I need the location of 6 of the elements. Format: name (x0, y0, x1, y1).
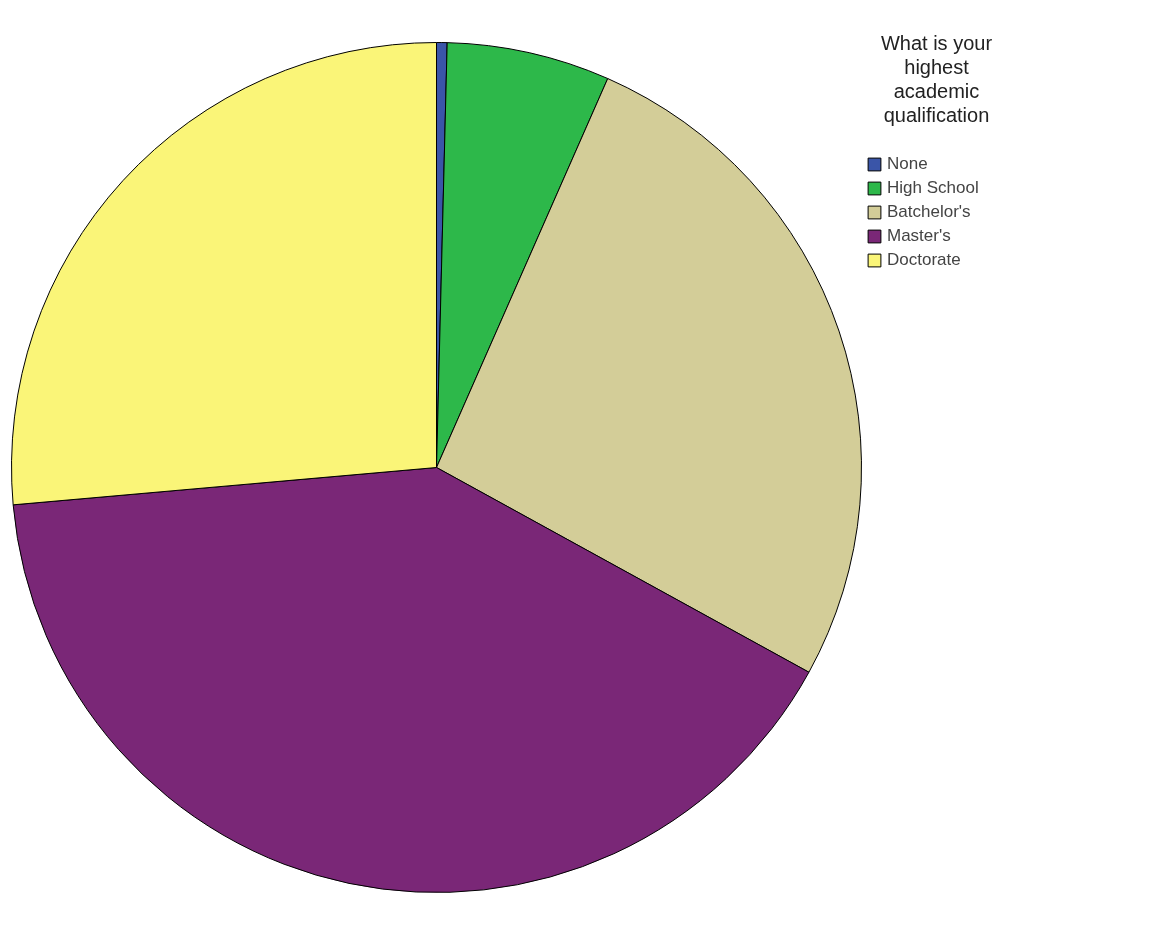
legend-label: Batchelor's (887, 202, 971, 222)
legend-label: Doctorate (887, 250, 961, 270)
legend-label: None (887, 154, 928, 174)
legend-title: What is your highest academic qualification (880, 31, 993, 126)
legend-label: Master's (887, 226, 951, 246)
legend-label: High School (887, 178, 979, 198)
